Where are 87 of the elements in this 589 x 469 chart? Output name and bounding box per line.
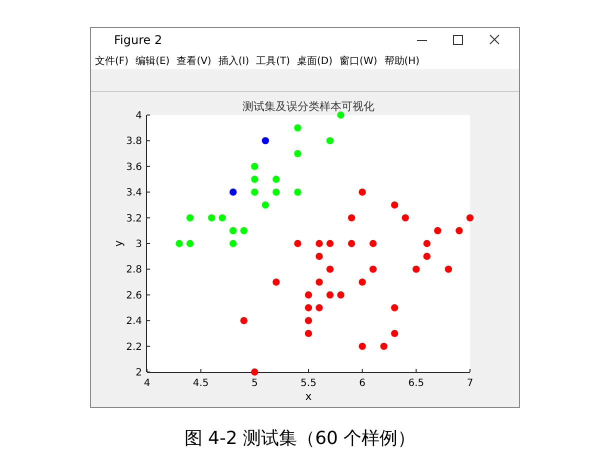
point [316, 278, 323, 286]
x-tick-label: 5 [251, 378, 258, 389]
point [304, 304, 312, 312]
point [402, 214, 409, 222]
text: 窗口(W) [340, 55, 378, 67]
point [326, 291, 334, 298]
point [251, 176, 258, 183]
point [294, 150, 302, 158]
point [337, 111, 344, 119]
point [348, 214, 356, 222]
point [358, 278, 366, 286]
y-tick-label: 4 [136, 110, 142, 122]
y-tick-label: 3.8 [126, 136, 142, 148]
text: 工具(T) [256, 56, 290, 67]
text: 编辑(E) [136, 55, 170, 67]
point [466, 214, 474, 222]
y-tick-label: 2.4 [126, 316, 142, 328]
point [272, 176, 280, 183]
point [358, 188, 366, 196]
point [176, 240, 183, 248]
point [294, 188, 302, 196]
point [208, 214, 216, 222]
point [240, 227, 248, 234]
x-tick-label: 6.5 [408, 378, 424, 389]
point [251, 368, 258, 376]
point [326, 137, 334, 144]
point [423, 252, 431, 260]
chart-title: 测试集及误分类样本可视化 [242, 100, 374, 113]
point [412, 266, 420, 273]
y-tick-label: 3.4 [126, 188, 142, 199]
y-tick-label: 2.6 [126, 290, 142, 302]
point [230, 188, 237, 196]
y-tick-label: 2.8 [126, 264, 142, 276]
point [391, 201, 398, 209]
point [304, 291, 312, 298]
y-tick-label: 3.2 [126, 213, 142, 224]
point [456, 227, 463, 234]
point [230, 227, 237, 234]
text: 查看(V) [176, 55, 212, 67]
text: 插入(I) [218, 55, 250, 67]
point [262, 201, 270, 209]
point [370, 240, 377, 248]
point [326, 266, 334, 273]
point [218, 214, 226, 222]
text: 帮助(H) [384, 55, 420, 67]
point [272, 278, 280, 286]
x-tick-label: 7 [466, 378, 474, 389]
point [186, 240, 194, 248]
point [337, 291, 344, 298]
y-tick-label: 3.6 [126, 162, 142, 173]
point [294, 240, 302, 248]
point [251, 162, 258, 170]
y-tick-label: 2 [136, 368, 142, 378]
point [348, 240, 356, 248]
x-axis-title: x [305, 390, 312, 403]
point [230, 240, 237, 248]
caption: 图 4-2 测试集（60 个样例） [184, 428, 416, 449]
caption: Figure 2 [114, 33, 162, 47]
point [240, 317, 248, 324]
point [391, 304, 398, 312]
point [272, 188, 280, 196]
point [423, 240, 431, 248]
text: 桌面(D) [297, 55, 333, 67]
y-tick-label: 2.2 [126, 342, 142, 353]
point [294, 124, 302, 132]
point [358, 342, 366, 350]
point [326, 240, 334, 248]
point [316, 304, 323, 312]
x-tick-label: 6 [359, 378, 366, 389]
point [391, 330, 398, 338]
point [304, 330, 312, 338]
text: 文件(F) [95, 55, 129, 67]
point [304, 317, 312, 324]
point [434, 227, 442, 234]
point [186, 214, 194, 222]
point [380, 342, 388, 350]
point [251, 188, 258, 196]
point [262, 137, 270, 144]
y-tick-label: 3 [136, 239, 142, 250]
point [316, 240, 323, 248]
y-axis-title: y [112, 240, 125, 247]
x-tick-label: 4.5 [192, 378, 209, 389]
x-tick-label: 4 [144, 378, 150, 389]
point [370, 266, 377, 273]
x-tick-label: 5.5 [300, 378, 316, 389]
point [444, 266, 452, 273]
point [316, 252, 323, 260]
